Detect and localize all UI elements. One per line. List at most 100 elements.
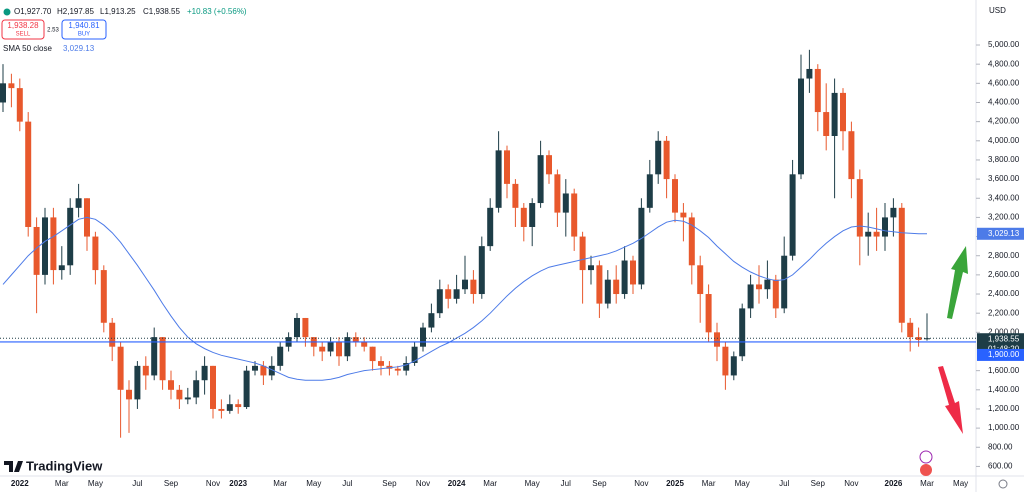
candle-body bbox=[579, 236, 586, 271]
y-tick-label: 1,600.00 bbox=[988, 366, 1020, 375]
candle-body bbox=[646, 174, 653, 208]
candle-body bbox=[436, 289, 443, 314]
candle-body bbox=[294, 317, 300, 338]
candle-body bbox=[117, 346, 124, 390]
candle-body bbox=[92, 236, 99, 271]
candle-body bbox=[604, 279, 611, 304]
x-tick-label: Sep bbox=[811, 479, 826, 488]
buy-button[interactable] bbox=[61, 19, 107, 40]
y-tick-label: 1,400.00 bbox=[988, 385, 1020, 394]
candle-body bbox=[529, 203, 536, 227]
candle-body bbox=[403, 362, 410, 371]
candle-body bbox=[781, 255, 788, 309]
candle-body bbox=[378, 361, 384, 366]
candle-body bbox=[630, 260, 636, 285]
x-tick-label: Sep bbox=[592, 479, 607, 488]
x-tick-label: Nov bbox=[844, 479, 858, 488]
candle-body bbox=[420, 327, 426, 347]
ohlc-open: O1,927.70 bbox=[14, 7, 52, 16]
candle-body bbox=[159, 337, 166, 381]
candle-body bbox=[428, 313, 435, 328]
x-tick-label: May bbox=[735, 479, 750, 488]
sell-price: 1,938.28 bbox=[7, 21, 39, 30]
plot-area bbox=[0, 49, 976, 438]
y-tick-label: 3,400.00 bbox=[988, 193, 1020, 202]
y-tick-label: 2,400.00 bbox=[988, 289, 1020, 298]
candle-body bbox=[554, 174, 561, 213]
candle-body bbox=[327, 341, 334, 352]
candle-body bbox=[462, 279, 468, 290]
x-tick-label: 2024 bbox=[448, 479, 466, 488]
candle-body bbox=[25, 121, 32, 227]
candle-body bbox=[470, 279, 477, 295]
candle-body bbox=[319, 346, 326, 352]
y-tick-label: 4,600.00 bbox=[988, 78, 1020, 87]
candle-body bbox=[58, 265, 65, 271]
candle-body bbox=[361, 341, 368, 347]
x-tick-label: Mar bbox=[702, 479, 716, 488]
candle-body bbox=[487, 207, 494, 247]
candle-body bbox=[252, 365, 258, 371]
y-tick-label: 3,200.00 bbox=[988, 213, 1020, 222]
candle-body bbox=[730, 356, 737, 376]
candle-body bbox=[890, 207, 897, 218]
candle-body bbox=[714, 332, 720, 347]
event-icon[interactable] bbox=[920, 464, 932, 476]
candle-body bbox=[680, 212, 687, 218]
ohlc-change: +10.83 (+0.56%) bbox=[187, 7, 247, 16]
x-tick-label: May bbox=[88, 479, 103, 488]
candle-body bbox=[134, 365, 141, 400]
sma-price-box bbox=[977, 227, 1024, 240]
candle-body bbox=[478, 246, 485, 295]
candle-body bbox=[663, 140, 670, 180]
candle-body bbox=[924, 338, 930, 340]
candle-body bbox=[747, 284, 754, 309]
ohlc-close: C1,938.55 bbox=[143, 7, 180, 16]
sma-price-label: 3,029.13 bbox=[988, 229, 1020, 238]
settings-icon[interactable] bbox=[998, 479, 1008, 489]
candle-body bbox=[302, 317, 309, 338]
candle-body bbox=[109, 322, 116, 347]
candle-body bbox=[512, 183, 519, 208]
candle-body bbox=[504, 150, 510, 184]
candle-body bbox=[756, 284, 762, 290]
y-tick-label: 3,800.00 bbox=[988, 155, 1020, 164]
sma-line bbox=[2, 216, 928, 381]
candle-body bbox=[772, 279, 779, 309]
x-tick-label: Mar bbox=[55, 479, 69, 488]
candle-body bbox=[260, 365, 267, 376]
candle-body bbox=[243, 370, 250, 408]
logo-text: TradingView bbox=[26, 458, 103, 473]
candle-body bbox=[638, 207, 645, 285]
candle-body bbox=[823, 112, 830, 136]
candle-body bbox=[50, 217, 57, 271]
x-tick-label: 2023 bbox=[229, 479, 247, 488]
sell-button[interactable] bbox=[1, 19, 45, 40]
x-tick-label: Jul bbox=[342, 479, 352, 488]
candle-body bbox=[168, 380, 174, 390]
last-price-label: 1,938.55 bbox=[988, 334, 1020, 343]
x-tick-label: Mar bbox=[273, 479, 287, 488]
x-tick-label: Mar bbox=[920, 479, 934, 488]
candle-body bbox=[688, 217, 695, 266]
candle-body bbox=[831, 92, 838, 136]
y-tick-label: 1,200.00 bbox=[988, 404, 1020, 413]
candle-body bbox=[537, 155, 544, 204]
x-tick-label: 2026 bbox=[885, 479, 903, 488]
candle-body bbox=[814, 68, 821, 113]
logo-mark bbox=[4, 461, 23, 472]
green-arrow bbox=[947, 246, 968, 319]
spread: 2.53 bbox=[47, 28, 59, 34]
y-tick-label: 4,000.00 bbox=[988, 136, 1020, 145]
x-tick-label: May bbox=[306, 479, 321, 488]
candle-body bbox=[369, 346, 376, 362]
y-tick-label: 4,200.00 bbox=[988, 117, 1020, 126]
x-tick-label: May bbox=[525, 479, 540, 488]
candle-body bbox=[764, 279, 771, 290]
candle-body bbox=[176, 389, 183, 400]
y-tick-label: 600.00 bbox=[988, 462, 1013, 471]
x-tick-label: Jul bbox=[132, 479, 142, 488]
event-icon[interactable] bbox=[919, 450, 933, 464]
